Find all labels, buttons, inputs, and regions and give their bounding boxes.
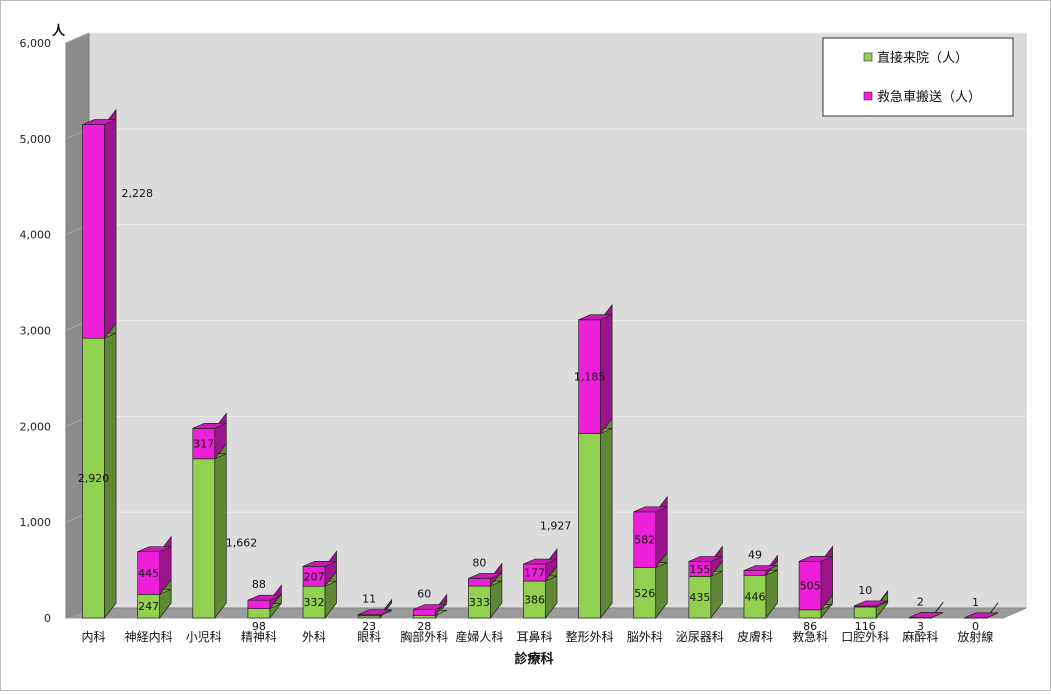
data-label-ambulance: 10 bbox=[858, 584, 872, 597]
data-label-ambulance: 582 bbox=[634, 534, 655, 547]
x-tick-label: 泌尿器科 bbox=[676, 630, 724, 644]
bar-direct-front bbox=[248, 609, 270, 618]
data-label-direct: 28 bbox=[417, 620, 431, 633]
data-label-direct: 332 bbox=[304, 596, 325, 609]
legend-swatch-direct bbox=[864, 53, 872, 61]
bar-direct bbox=[579, 418, 613, 618]
data-label-direct: 2,920 bbox=[78, 472, 110, 485]
data-label-ambulance: 155 bbox=[689, 563, 710, 576]
data-label-direct: 435 bbox=[689, 591, 710, 604]
legend-label-direct: 直接来院（人） bbox=[877, 50, 968, 66]
bar-direct-front bbox=[413, 615, 435, 618]
data-label-ambulance: 1 bbox=[972, 596, 979, 609]
bar-ambulance-side bbox=[105, 110, 117, 339]
y-tick-label: 2,000 bbox=[20, 420, 52, 433]
y-tick-label: 4,000 bbox=[20, 229, 52, 242]
data-label-direct: 333 bbox=[469, 596, 490, 609]
data-label-direct: 98 bbox=[252, 620, 266, 633]
data-label-ambulance: 80 bbox=[472, 556, 486, 569]
data-label-ambulance: 207 bbox=[304, 570, 325, 583]
data-label-ambulance: 2 bbox=[917, 596, 924, 609]
bar-ambulance bbox=[579, 305, 613, 434]
y-tick-label: 1,000 bbox=[20, 516, 52, 529]
x-tick-label: 脳外科 bbox=[627, 630, 663, 644]
data-label-ambulance: 88 bbox=[252, 578, 266, 591]
data-label-ambulance: 49 bbox=[748, 549, 762, 562]
x-tick-label: 産婦人科 bbox=[455, 629, 503, 644]
data-label-ambulance: 60 bbox=[417, 588, 431, 601]
data-label-direct: 116 bbox=[855, 620, 876, 633]
data-label-direct: 1,927 bbox=[540, 519, 572, 532]
x-tick-label: 整形外科 bbox=[566, 629, 614, 644]
legend-label-ambulance: 救急車搬送（人） bbox=[877, 89, 981, 105]
data-label-ambulance: 317 bbox=[193, 438, 214, 451]
y-axis: 0 1,000 2,000 3,000 4,000 5,000 6,000 bbox=[20, 37, 52, 625]
bar-ambulance-front bbox=[83, 125, 105, 339]
bar-direct bbox=[83, 323, 117, 618]
y-axis-unit: 人 bbox=[52, 23, 66, 39]
x-tick-label: 内科 bbox=[82, 630, 106, 644]
data-label-ambulance: 1,185 bbox=[574, 371, 606, 384]
legend-swatch-ambulance bbox=[864, 92, 872, 100]
data-label-direct: 1,662 bbox=[226, 536, 258, 549]
data-label-ambulance: 2,228 bbox=[122, 187, 154, 200]
x-tick-label: 耳鼻科 bbox=[516, 629, 552, 644]
bar-ambulance bbox=[83, 110, 117, 339]
bar-direct-side bbox=[105, 323, 117, 618]
legend: 直接来院（人） 救急車搬送（人） bbox=[823, 38, 1013, 116]
data-label-direct: 247 bbox=[138, 600, 159, 613]
bar-direct bbox=[193, 444, 227, 618]
x-tick-label: 小児科 bbox=[186, 630, 222, 644]
bar-ambulance-side bbox=[601, 305, 613, 434]
bar-ambulance-front bbox=[468, 578, 490, 586]
data-label-direct: 446 bbox=[744, 591, 765, 604]
data-label-ambulance: 445 bbox=[138, 567, 159, 580]
data-label-direct: 86 bbox=[803, 620, 817, 633]
bar-direct-side bbox=[215, 444, 227, 618]
y-tick-label: 0 bbox=[44, 612, 51, 625]
data-label-direct: 526 bbox=[634, 587, 655, 600]
y-tick-label: 5,000 bbox=[20, 133, 52, 146]
bar-direct-side bbox=[601, 418, 613, 618]
data-label-direct: 386 bbox=[524, 594, 545, 607]
x-tick-label: 神経内科 bbox=[125, 630, 173, 644]
bar-direct-front bbox=[579, 433, 601, 618]
x-axis-title: 診療科 bbox=[514, 651, 553, 667]
bar-direct-front bbox=[854, 607, 876, 618]
data-label-ambulance: 177 bbox=[524, 567, 545, 580]
data-label-direct: 3 bbox=[917, 620, 924, 633]
bar-ambulance-front bbox=[744, 571, 766, 576]
data-label-ambulance: 11 bbox=[362, 593, 376, 606]
y-tick-label: 6,000 bbox=[20, 37, 52, 50]
y-tick-label: 3,000 bbox=[20, 325, 52, 338]
x-tick-label: 皮膚科 bbox=[737, 629, 773, 644]
bar-direct-front bbox=[193, 459, 215, 618]
bar-ambulance-front bbox=[248, 600, 270, 608]
x-tick-label: 外科 bbox=[302, 630, 326, 644]
data-label-direct: 23 bbox=[362, 620, 376, 633]
bar-direct-front bbox=[799, 610, 821, 618]
bar-ambulance-front bbox=[413, 610, 435, 616]
data-label-direct: 0 bbox=[972, 620, 979, 633]
data-label-ambulance: 505 bbox=[800, 580, 821, 593]
